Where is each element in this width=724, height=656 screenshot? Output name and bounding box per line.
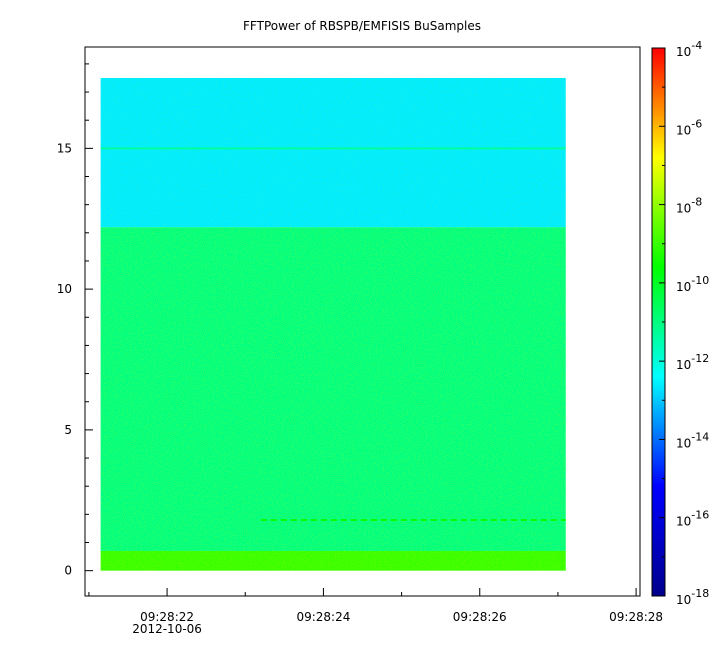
x-tick-label: 09:28:28 xyxy=(609,610,663,624)
colorbar-tick-label: 10-18 xyxy=(676,587,709,607)
plot-area xyxy=(100,77,566,571)
x-tick-label: 09:28:24 xyxy=(296,610,350,624)
y-tick-label: 10 xyxy=(57,282,72,296)
y-tick-label: 0 xyxy=(64,564,72,578)
x-tick-label: 09:28:26 xyxy=(453,610,507,624)
chart-title: FFTPower of RBSPB/EMFISIS BuSamples xyxy=(243,19,481,33)
y-tick-label: 5 xyxy=(64,423,72,437)
spectrogram-texture xyxy=(100,77,566,228)
x-tick-date-label: 2012-10-06 xyxy=(132,622,202,636)
colorbar-tick-label: 10-14 xyxy=(676,430,709,450)
x-tick-label: 09:28:22 xyxy=(140,610,194,624)
colorbar-tick-label: 10-4 xyxy=(676,39,702,59)
colorbar: 10-4 10-6 10-8 10-10 10-12 10-14 10-16 10-18 xyxy=(651,39,709,607)
y-tick-label: 15 xyxy=(57,141,72,155)
spectrogram-texture xyxy=(100,550,566,571)
y-axis: 0 5 10 15 xyxy=(57,63,93,578)
colorbar-tick-label: 10-6 xyxy=(676,117,702,137)
colorbar-tick-label: 10-16 xyxy=(676,509,709,529)
colorbar-tick-label: 10-10 xyxy=(676,274,709,294)
spectrogram-texture xyxy=(100,227,566,551)
plot-frame xyxy=(84,46,641,597)
colorbar-tick-label: 10-8 xyxy=(676,196,702,216)
colorbar-tick-label: 10-12 xyxy=(676,352,709,372)
